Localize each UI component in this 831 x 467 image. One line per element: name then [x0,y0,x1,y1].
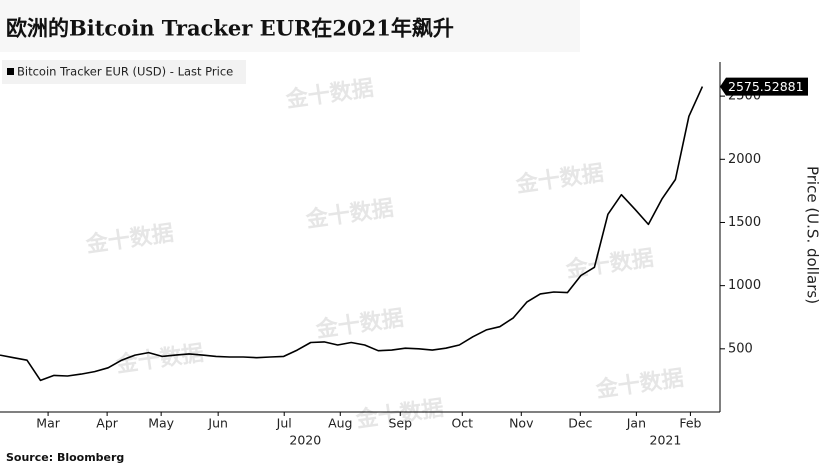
source: Source: Bloomberg [6,451,124,464]
x-tick-label: Aug [328,416,352,431]
title-band [0,0,580,52]
last-price-flag [720,77,808,96]
x-tick-label: Apr [96,416,118,431]
y-tick-label: 500 [728,341,753,356]
y-tick-label: 1000 [728,278,761,293]
y-tick-label: 1500 [728,215,761,230]
y-tick-label: 2000 [728,152,761,167]
x-tick-label: May [148,416,174,431]
x-tick-label: Mar [36,416,60,431]
y-axis-label: Price (U.S. dollars) [804,166,822,304]
legend-label: Bitcoin Tracker EUR (USD) - Last Price [17,65,233,79]
legend-swatch [7,68,14,75]
x-tick-label: Sep [388,416,412,431]
x-year-label: 2020 [289,433,321,448]
x-tick-label: Jan [626,416,646,431]
chart-title: 欧洲的Bitcoin Tracker EUR在2021年飙升 [6,16,454,41]
x-year-label: 2021 [650,433,682,448]
legend-box [2,60,246,84]
x-tick-label: Jul [276,416,292,431]
price-line [0,86,704,382]
x-tick-label: Jun [207,416,228,431]
last-price-label: 2575.52881 [728,79,804,94]
x-tick-label: Oct [451,416,473,431]
x-tick-label: Nov [509,416,534,431]
x-tick-label: Dec [568,416,592,431]
x-tick-label: Feb [679,416,701,431]
